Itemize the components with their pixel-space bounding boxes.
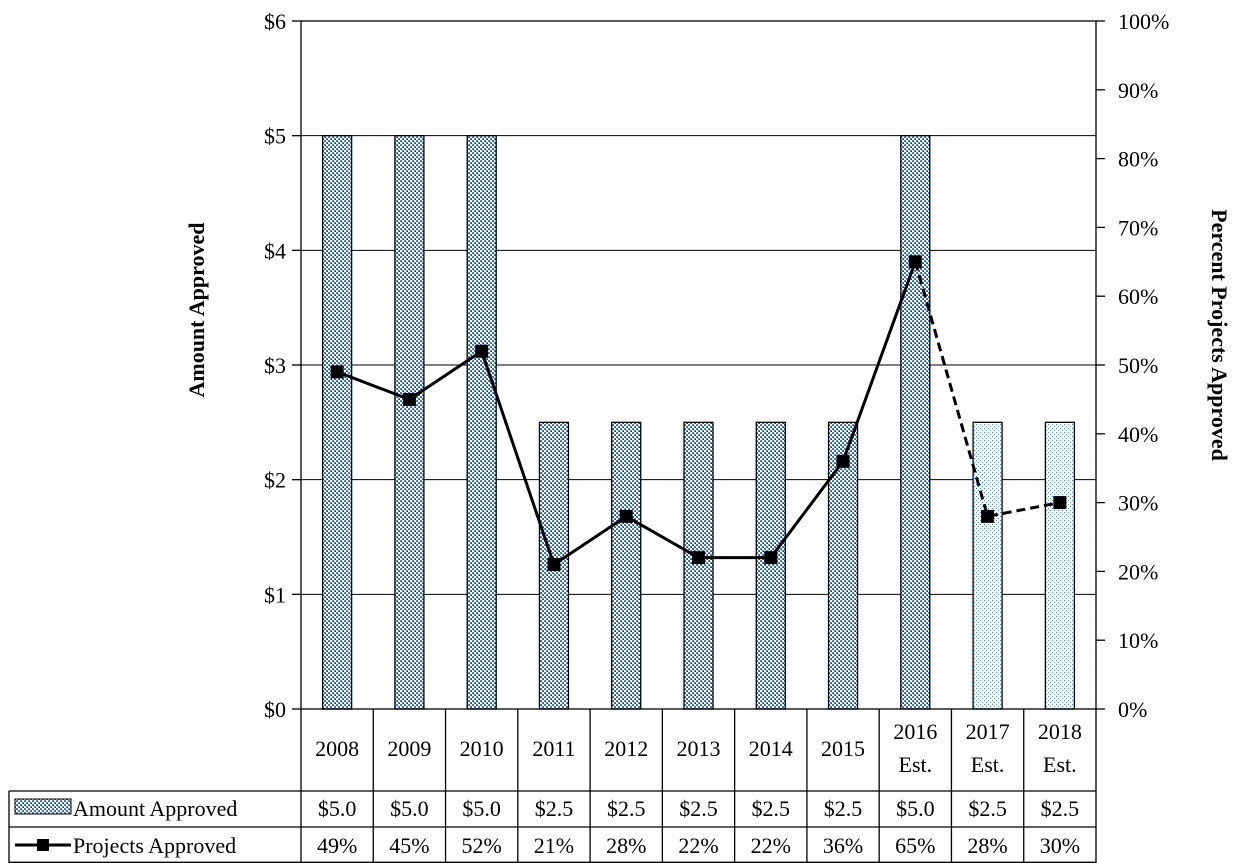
left-tick-label: $5 <box>264 124 286 149</box>
grid-lines <box>301 135 1096 595</box>
point <box>692 551 705 565</box>
right-tick-label: 10% <box>1118 628 1158 653</box>
bar <box>611 421 642 710</box>
left-tick-label: $0 <box>264 697 286 722</box>
table-value-percent: 28% <box>967 833 1007 858</box>
table-value-percent: 45% <box>389 833 429 858</box>
table-value-percent: 22% <box>751 833 791 858</box>
table-value-amount: $5.0 <box>390 796 429 821</box>
right-tick-label: 0% <box>1118 697 1147 722</box>
right-tick-label: 20% <box>1118 559 1158 584</box>
category-label: 2018 <box>1038 719 1082 744</box>
right-tick-label: 60% <box>1118 284 1158 309</box>
category-label: 2009 <box>387 736 431 761</box>
category-label: 2008 <box>315 736 359 761</box>
right-axis: 0% 10% 20% 30% 40% 50% 60% 70% 80% 90% 100% <box>1096 9 1169 722</box>
table-value-percent: 21% <box>534 833 574 858</box>
bar <box>755 421 786 710</box>
point <box>330 365 344 379</box>
table-value-amount: $2.5 <box>679 796 718 821</box>
category-label: 2010 <box>460 736 504 761</box>
point <box>836 454 850 468</box>
point <box>619 509 633 523</box>
bar <box>394 135 425 710</box>
point <box>908 255 922 269</box>
table-value-amount: $5.0 <box>462 796 501 821</box>
point <box>764 551 778 565</box>
point <box>547 558 561 572</box>
bar <box>900 135 931 710</box>
bar <box>466 135 497 710</box>
table-value-percent: 30% <box>1040 833 1080 858</box>
left-tick-label: $3 <box>264 353 286 378</box>
series-line-estimated <box>913 261 1061 519</box>
right-tick-label: 30% <box>1118 491 1158 516</box>
table-value-amount: $5.0 <box>896 796 935 821</box>
point <box>981 509 995 523</box>
category-label: 2014 <box>749 736 793 761</box>
category-label: Est. <box>1043 752 1077 777</box>
bar <box>972 421 1003 710</box>
left-tick-label: $4 <box>264 238 286 263</box>
table-value-amount: $2.5 <box>607 796 646 821</box>
right-tick-label: 70% <box>1118 215 1158 240</box>
category-label: 2015 <box>821 736 865 761</box>
table-value-amount: $2.5 <box>752 796 791 821</box>
table-value-percent: 28% <box>606 833 646 858</box>
category-label: 2012 <box>604 736 648 761</box>
table-value-percent: 52% <box>462 833 502 858</box>
bar <box>321 135 353 710</box>
legend-swatch-marker <box>37 839 49 851</box>
right-tick-label: 80% <box>1118 147 1158 172</box>
table-value-percent: 22% <box>678 833 718 858</box>
left-tick-label: $2 <box>264 468 286 493</box>
bars <box>321 135 1076 710</box>
legend-swatch-bar <box>14 798 72 815</box>
table-value-percent: 36% <box>823 833 863 858</box>
category-label: 2011 <box>532 736 575 761</box>
right-tick-label: 100% <box>1118 9 1169 34</box>
point <box>475 344 489 358</box>
point <box>1053 496 1067 510</box>
table-value-amount: $2.5 <box>535 796 574 821</box>
left-axis: $0 $1 $2 $3 $4 $5 $6 <box>264 9 301 722</box>
left-tick-label: $6 <box>264 9 286 34</box>
right-tick-label: 90% <box>1118 78 1158 103</box>
bar <box>683 421 714 710</box>
right-tick-label: 40% <box>1118 422 1158 447</box>
table-value-percent: 49% <box>317 833 357 858</box>
left-tick-label: $1 <box>264 582 286 607</box>
table-value-amount: $2.5 <box>1041 796 1080 821</box>
y-axis-title-left: Amount Approved <box>184 222 209 397</box>
data-table: 2008 2009 2010 2011 2012 2013 2014 2015 2016 Est.… <box>8 709 1097 863</box>
markers <box>330 255 1067 572</box>
legend-label-bar: Amount Approved <box>73 796 237 821</box>
right-tick-label: 50% <box>1118 353 1158 378</box>
category-label: 2016 <box>893 719 937 744</box>
table-value-amount: $2.5 <box>824 796 863 821</box>
bar <box>1044 421 1076 710</box>
category-label: 2013 <box>677 736 721 761</box>
table-value-amount: $2.5 <box>968 796 1007 821</box>
table-value-percent: 65% <box>895 833 935 858</box>
legend-label-line: Projects Approved <box>73 833 236 858</box>
y-axis-title-right: Percent Projects Approved <box>1207 209 1232 461</box>
category-label: Est. <box>899 752 933 777</box>
category-label: Est. <box>971 752 1005 777</box>
category-label: 2017 <box>966 719 1010 744</box>
point <box>402 392 416 406</box>
table-value-amount: $5.0 <box>318 796 357 821</box>
